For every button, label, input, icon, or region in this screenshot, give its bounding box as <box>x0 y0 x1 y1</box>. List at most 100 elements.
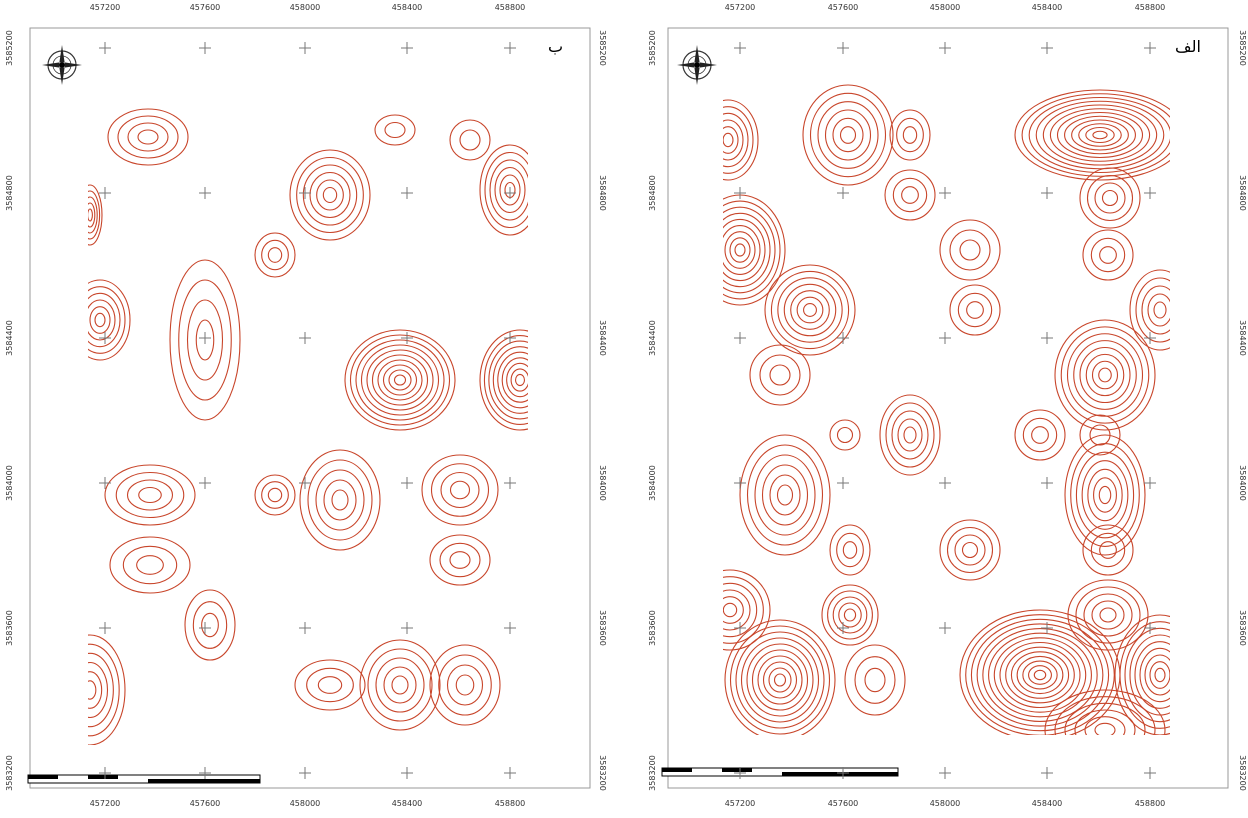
contour-line <box>826 110 871 160</box>
contour-line <box>105 465 195 525</box>
y-coordinate-label: 3585200 <box>1238 30 1247 66</box>
contour-line <box>1091 238 1124 271</box>
grid-cross <box>837 622 849 634</box>
contour-line <box>1099 486 1110 503</box>
contour-line <box>695 195 785 305</box>
contour-line <box>1142 286 1178 334</box>
contour-line <box>1088 469 1122 520</box>
y-coordinate-label: 3583200 <box>1238 755 1247 791</box>
contour-line <box>843 542 856 559</box>
y-coordinate-label: 3583600 <box>1238 610 1247 646</box>
contour-line <box>839 603 861 627</box>
grid-cross <box>837 42 849 54</box>
contour-line <box>963 543 978 558</box>
contour-line <box>389 370 411 390</box>
y-coordinate-label: 3584800 <box>648 175 657 211</box>
contour-line <box>1095 183 1125 213</box>
contour-line <box>747 644 813 716</box>
y-coordinate-label: 3584000 <box>598 465 607 501</box>
y-coordinate-label: 3583200 <box>5 755 14 791</box>
contour-line <box>1080 348 1130 403</box>
contour-line <box>1036 101 1164 169</box>
grid-cross <box>99 477 111 489</box>
contour-line <box>373 355 428 405</box>
contour-line <box>778 485 793 505</box>
contour-line <box>730 238 750 262</box>
y-coordinate-label: 3584800 <box>5 175 14 211</box>
contour-line <box>750 345 810 405</box>
contour-line <box>960 610 1120 740</box>
contour-line <box>116 473 184 518</box>
contour-line <box>1086 128 1114 143</box>
contour-line <box>139 488 162 503</box>
x-coordinate-label: 457200 <box>90 799 121 808</box>
contour-line <box>1130 270 1190 350</box>
grid-cross <box>939 767 951 779</box>
contour-line <box>516 374 525 385</box>
contour-line <box>736 632 824 728</box>
contour-line <box>460 130 480 150</box>
contour-line <box>84 681 96 699</box>
grid-cross <box>199 332 211 344</box>
contour-line <box>202 613 219 636</box>
contour-line <box>78 672 101 709</box>
y-coordinate-label: 3584400 <box>5 320 14 356</box>
contour-line <box>1088 176 1133 221</box>
contour-line <box>753 650 808 710</box>
grid-cross <box>299 767 311 779</box>
contour-line <box>950 230 990 270</box>
contour-line <box>897 118 924 151</box>
grid-cross <box>504 187 516 199</box>
grid-cross <box>1144 187 1156 199</box>
contour-line <box>833 118 863 151</box>
contour-line <box>1015 90 1185 180</box>
y-coordinate-label: 3583600 <box>648 610 657 646</box>
contour-line <box>378 360 422 400</box>
contour-line <box>290 150 370 240</box>
contour-line <box>441 473 479 508</box>
grid-cross <box>401 332 413 344</box>
contour-line <box>88 209 93 221</box>
contour-line <box>95 313 105 326</box>
grid-cross <box>1144 42 1156 54</box>
grid-cross <box>734 42 746 54</box>
grid-cross <box>299 332 311 344</box>
contours <box>55 109 560 745</box>
contour-line <box>1080 168 1140 228</box>
contour-line <box>493 347 546 414</box>
contour-line <box>137 556 164 575</box>
contour-line <box>690 570 770 650</box>
contour-line <box>375 115 415 145</box>
contour-line <box>307 668 354 701</box>
contour-line <box>838 428 853 443</box>
contour-line <box>841 127 856 144</box>
contour-line <box>830 420 860 450</box>
contour-line <box>797 297 823 323</box>
contour-line <box>268 248 281 263</box>
grid-cross <box>504 477 516 489</box>
contour-line <box>1085 717 1125 744</box>
contour-line <box>893 178 926 211</box>
contour-line <box>718 127 738 154</box>
grid-cross <box>837 477 849 489</box>
contour-line <box>310 173 350 218</box>
contour-line <box>828 591 873 639</box>
contour-line <box>1065 703 1145 756</box>
contour-line <box>778 278 842 342</box>
contour-line <box>1006 647 1075 703</box>
x-coordinate-label: 458400 <box>392 3 423 12</box>
contour-line <box>324 480 356 520</box>
grid-cross <box>199 187 211 199</box>
contour-line <box>902 187 919 204</box>
contour-line <box>948 528 993 573</box>
contour-line <box>1083 230 1133 280</box>
contour-line <box>811 93 886 176</box>
contour-line <box>90 307 110 334</box>
contour-line <box>108 109 188 165</box>
grid-cross <box>1041 332 1053 344</box>
frame <box>668 28 1228 788</box>
contour-line <box>904 427 916 443</box>
x-coordinate-label: 458800 <box>1135 3 1166 12</box>
grid-cross <box>401 477 413 489</box>
grid-cross <box>1144 767 1156 779</box>
